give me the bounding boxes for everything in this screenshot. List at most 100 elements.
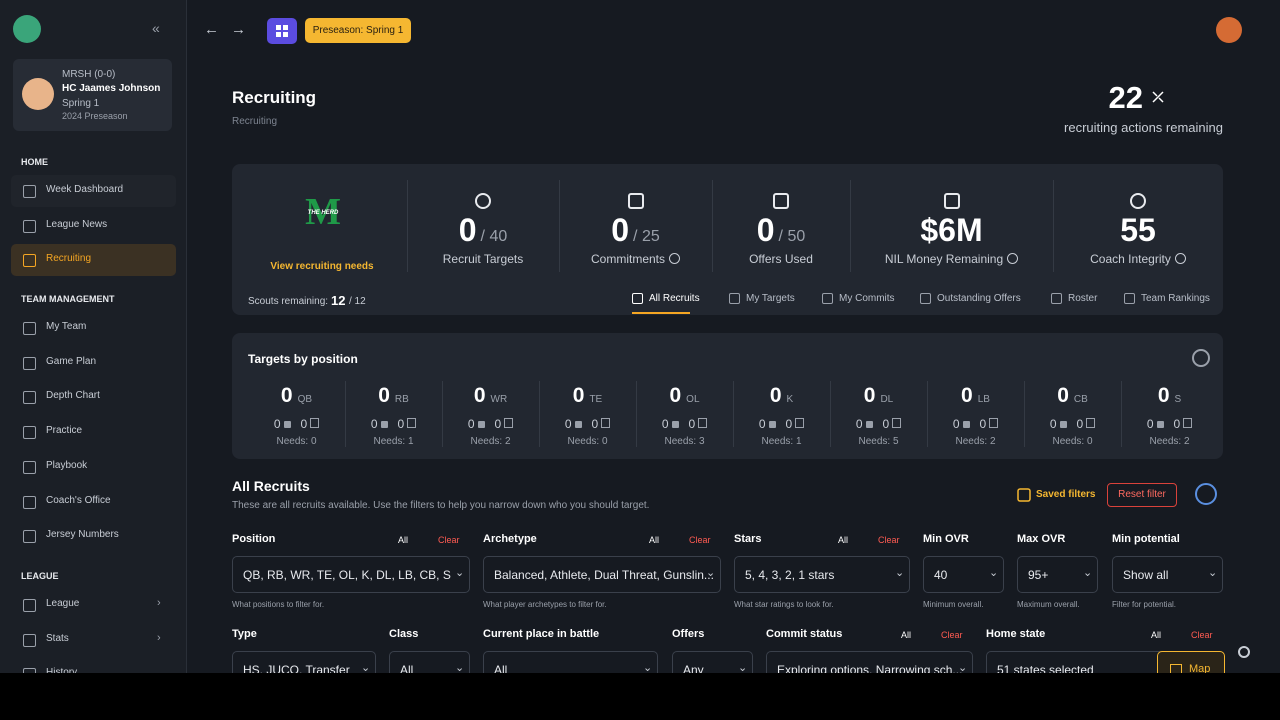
needs: Needs: 2 [470,436,511,447]
nav-item[interactable]: My Team [11,312,176,344]
needs: Needs: 1 [373,436,414,447]
nav-item[interactable]: History [11,658,176,673]
filter-all[interactable]: All [649,535,660,545]
position: 0 QB 0 0 Needs: 0 [248,333,345,459]
filter-value: Balanced, Athlete, Dual Threat, Gunslin.… [494,568,714,582]
nav-icon [23,426,36,440]
count-row: 0 TE [539,384,636,408]
divider [539,381,540,447]
needs: Needs: 2 [1149,436,1190,447]
commits: 0 [1146,417,1154,431]
filter-clear[interactable]: Clear [878,535,900,545]
logo-letter: M [305,191,341,233]
divider [407,180,408,272]
filter-label: Home state [986,628,1046,640]
commits: 0 [952,417,960,431]
divider [850,180,851,272]
divider [1121,381,1122,447]
filter-select[interactable]: Balanced, Athlete, Dual Threat, Gunslin.… [483,556,721,593]
sidebar: « MRSH (0-0) HC Jaames Johnson Spring 1 2024… [0,0,187,673]
stat-value: 55 [1120,212,1156,248]
nav-icon [23,530,36,544]
offers: 0 [785,417,793,431]
offer-icon [795,418,805,428]
filter-select[interactable]: All ⌄ [389,651,470,673]
filter-all[interactable]: All [398,535,409,545]
filter-clear[interactable]: Clear [689,535,711,545]
stat: 0/ 25 Commitments [559,164,712,274]
stat-value: 0 [458,212,477,248]
stat: 0/ 40 Recruit Targets [407,164,559,274]
filter-select[interactable]: 40 ⌄ [923,556,1004,593]
map-button[interactable]: Map [1157,651,1225,673]
dropdown-chevron: ⌄ [455,567,465,579]
filter-select[interactable]: 51 states selected⌄Map [986,651,1225,673]
position: 0 DL 0 0 Needs: 5 [830,333,927,459]
filter-all[interactable]: All [901,630,912,640]
stat-icon [1130,193,1146,209]
filter-select[interactable]: QB, RB, WR, TE, OL, K, DL, LB, CB, S ⌄ [232,556,470,593]
saved-filters[interactable]: Saved filters [1036,489,1096,500]
pos: TE [589,394,603,405]
offer-icon [698,418,708,428]
nav-item[interactable]: Playbook [11,451,176,483]
filter-select[interactable]: HS, JUCO, Transfer ⌄ [232,651,376,673]
nav-item[interactable]: Recruiting [11,244,176,277]
nav-item[interactable]: Coach's Office [11,486,176,518]
offer-icon [504,418,514,428]
filter-clear[interactable]: Clear [941,630,963,640]
filter-select[interactable]: Show all ⌄ [1112,556,1223,593]
filter-select[interactable]: Exploring options, Narrowing sch... ⌄ [766,651,973,673]
nav-icon [23,460,36,474]
filter-label: Type [232,628,257,640]
week: Spring 1 [62,98,100,109]
offers: 0 [979,417,987,431]
nav-label: League [46,598,80,609]
dropdown-chevron: ⌄ [738,662,748,673]
filter-select[interactable]: 95+ ⌄ [1017,556,1098,593]
count: 0 [669,384,682,407]
filter-clear[interactable]: Clear [1191,630,1213,640]
pos: WR [490,394,508,405]
tab-label: Roster [1068,293,1098,304]
count: 0 [769,384,782,407]
filter-select[interactable]: All ⌄ [483,651,658,673]
stat-label: Coach Integrity [1090,252,1171,266]
nav-item[interactable]: Practice [11,416,176,448]
nav-item[interactable]: Week Dashboard [11,175,176,207]
nav-item[interactable]: Depth Chart [11,381,176,413]
filter-value: HS, JUCO, Transfer [243,663,350,673]
nav-item[interactable]: Game Plan [11,347,176,379]
filter-select[interactable]: 5, 4, 3, 2, 1 stars ⌄ [734,556,910,593]
offer-icon [1183,418,1193,428]
reset-filter[interactable]: Reset filter [1107,483,1177,507]
filter-value: 95+ [1028,568,1049,582]
nav-item[interactable]: League News [11,210,176,242]
nav-item[interactable]: Stats › [11,624,176,656]
nav-label: Playbook [46,459,88,471]
offers: 0 [1173,417,1181,431]
season-badge[interactable]: Preseason: Spring 1 [305,18,411,43]
filter-value: 40 [934,568,948,582]
count: 0 [280,384,293,407]
nav-item[interactable]: Jersey Numbers [11,520,176,552]
user-card: MRSH (0-0) HC Jaames Johnson Spring 1 2024 … [13,59,172,131]
nav-item[interactable]: League › [11,589,176,621]
filter-all[interactable]: All [838,535,849,545]
needs: Needs: 3 [664,436,705,447]
filter-label: Min OVR [923,533,969,545]
filter-value: 5, 4, 3, 2, 1 stars [745,568,835,582]
filter-select[interactable]: Any ⌄ [672,651,753,673]
scouts: 12 [331,293,346,308]
needs-link[interactable]: View recruiting needs [270,261,374,272]
stat-label-row: Recruit Targets [407,252,559,266]
section-title: HOME [21,157,48,167]
filter-clear[interactable]: Clear [438,535,460,545]
target-icon [1192,349,1210,367]
filter-all[interactable]: All [1151,630,1162,640]
tab-icon [920,293,931,304]
nav-icon [23,668,36,673]
